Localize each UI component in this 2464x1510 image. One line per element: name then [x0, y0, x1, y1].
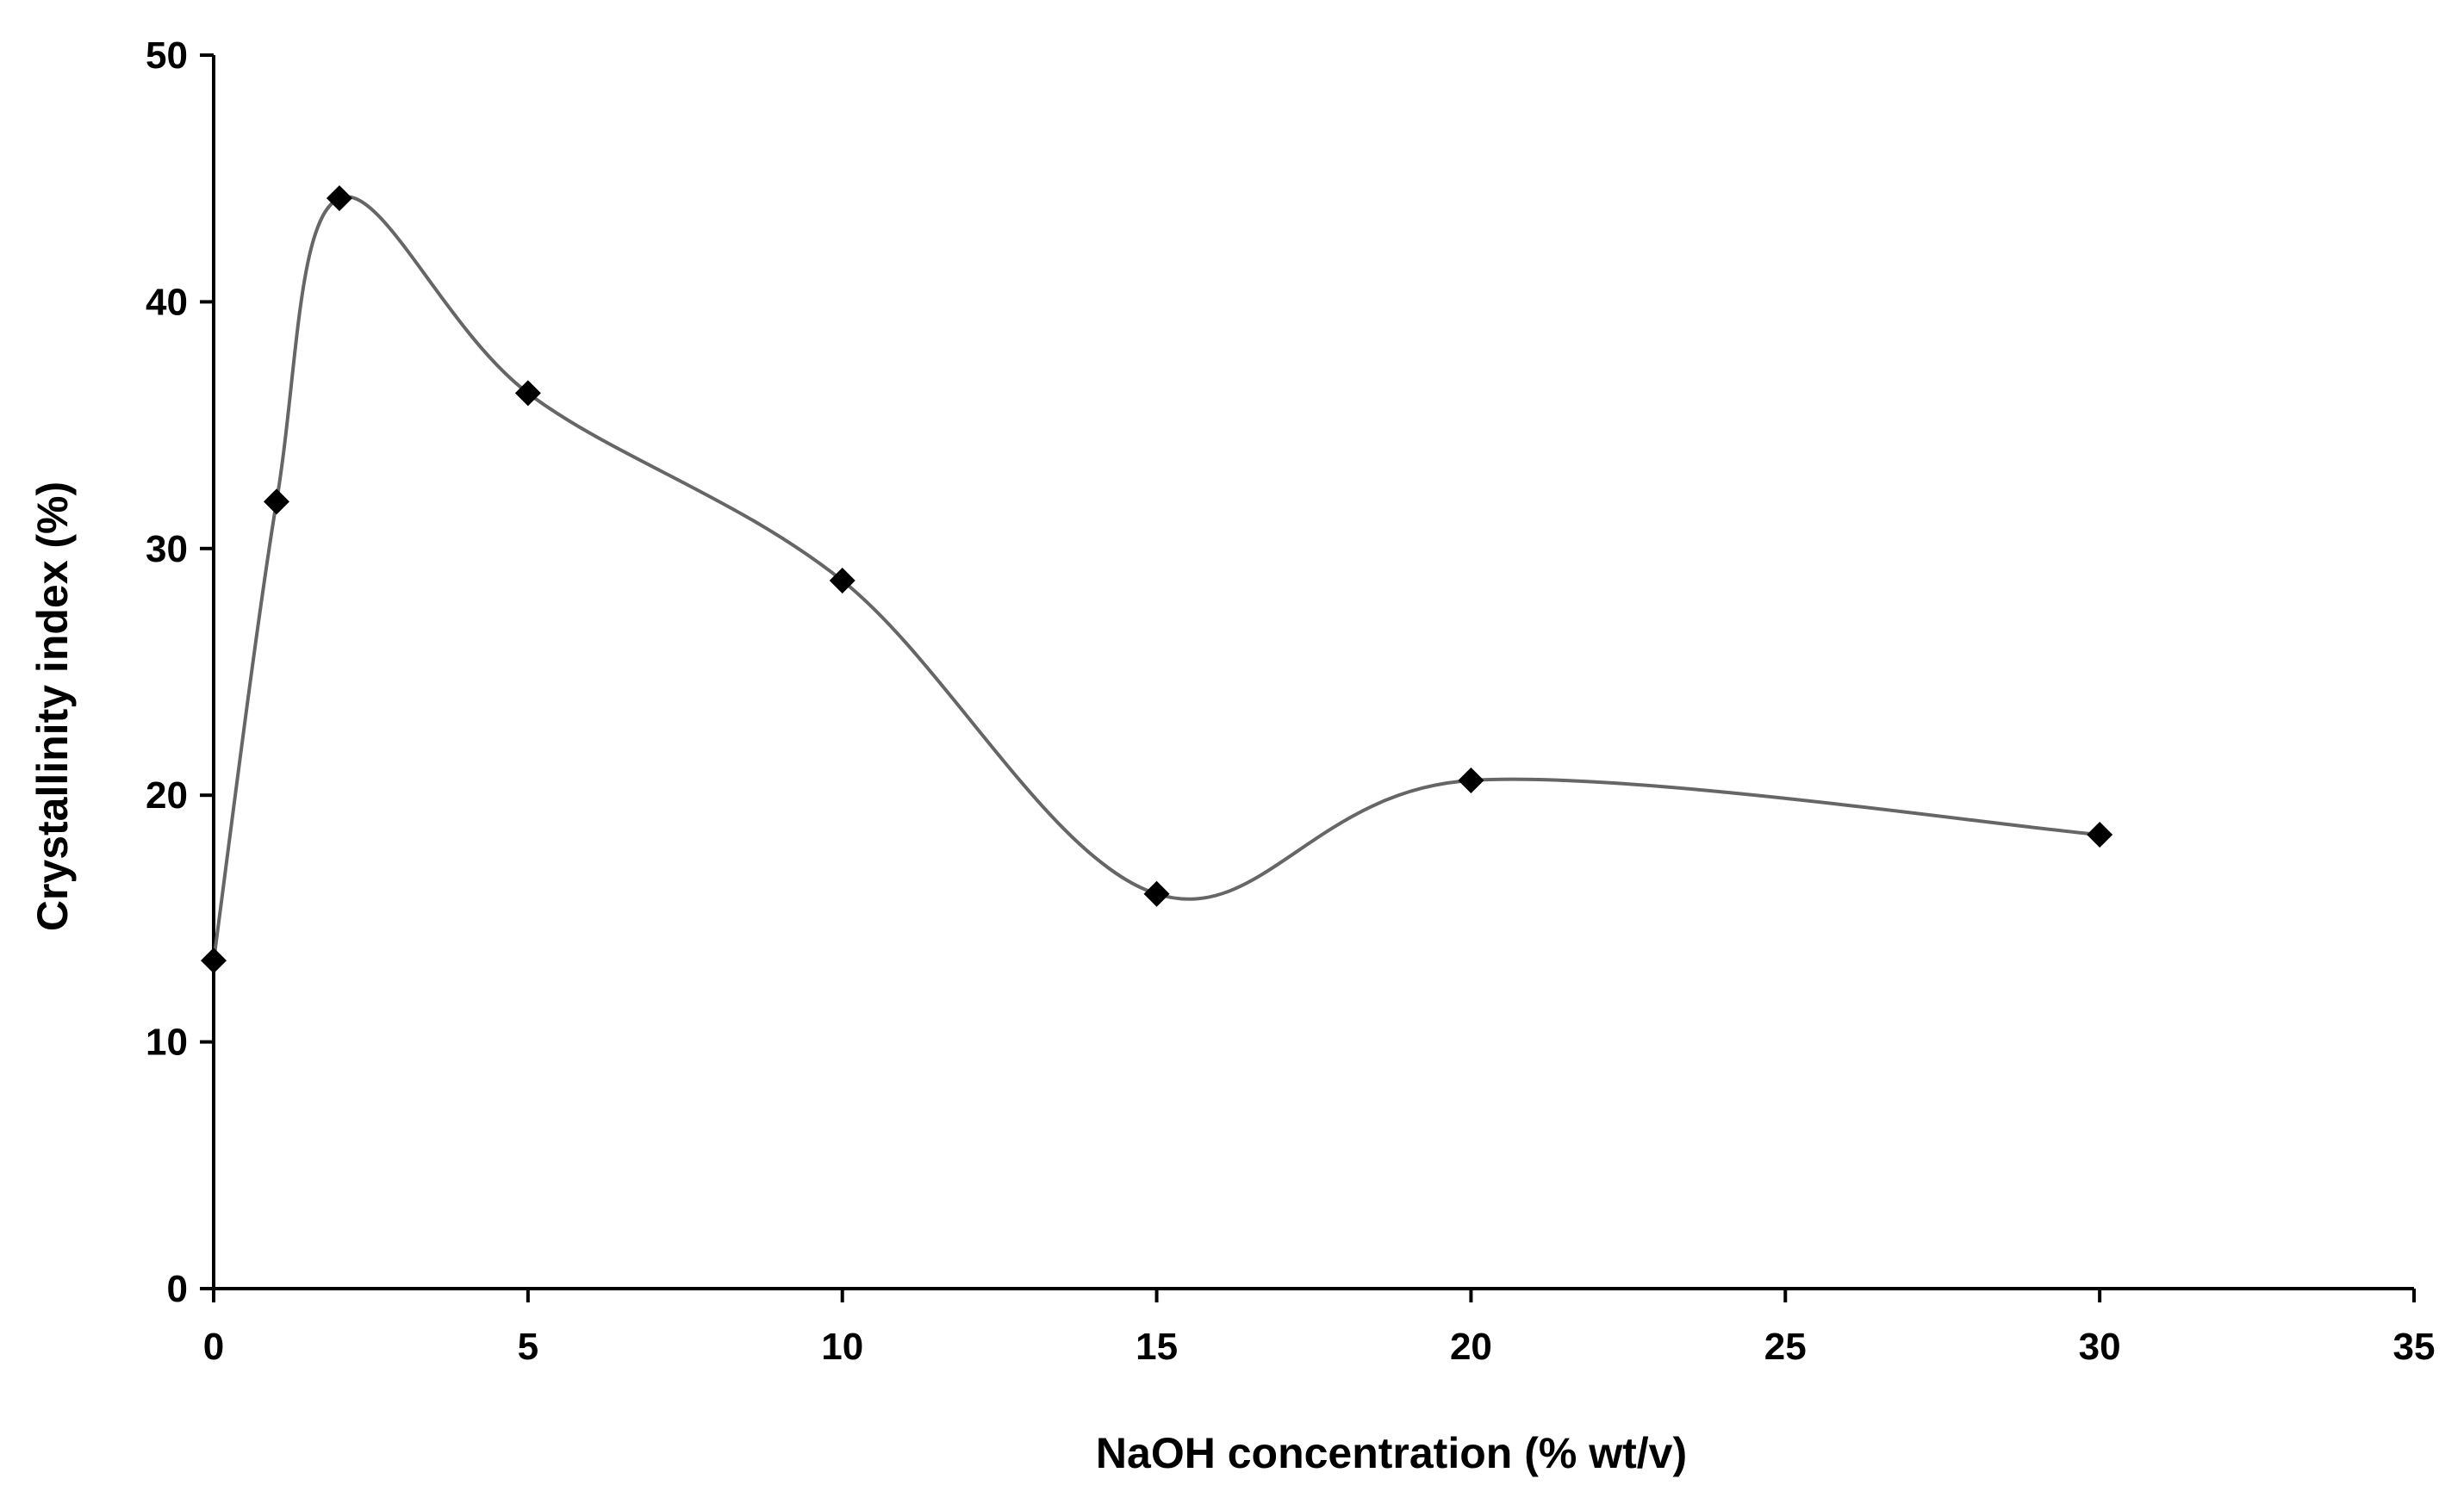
data-point [1144, 881, 1170, 907]
x-tick-label: 30 [2079, 1326, 2121, 1368]
y-tick-label: 40 [146, 281, 188, 323]
y-tick-label: 10 [146, 1022, 188, 1064]
x-tick-label: 35 [2393, 1326, 2436, 1368]
series-line [214, 196, 2100, 960]
data-point [264, 488, 289, 514]
chart: 0 10 20 30 40 50 0 5 10 15 20 25 30 35 NaOH concentra… [0, 0, 2464, 1506]
x-tick-label: 5 [518, 1326, 538, 1368]
x-tick-label: 10 [821, 1326, 863, 1368]
y-tick-label: 0 [167, 1268, 188, 1310]
ticks: 0 10 20 30 40 50 0 5 10 15 20 25 30 35 [146, 34, 2435, 1368]
axes [214, 55, 2414, 1289]
chart-svg: 0 10 20 30 40 50 0 5 10 15 20 25 30 35 NaOH concentra… [0, 0, 2464, 1506]
data-point [2087, 822, 2112, 848]
data-point [1458, 767, 1484, 793]
x-axis-title: NaOH concentration (% wt/v) [1096, 1429, 1687, 1477]
y-axis-title: Crystallinity index (%) [28, 482, 77, 931]
x-tick-label: 20 [1450, 1326, 1492, 1368]
y-tick-label: 30 [146, 528, 188, 570]
series [201, 185, 2112, 973]
y-tick-label: 20 [146, 774, 188, 817]
y-tick-label: 50 [146, 34, 188, 77]
data-point [201, 948, 227, 973]
x-tick-label: 0 [203, 1326, 224, 1368]
x-tick-label: 15 [1136, 1326, 1178, 1368]
x-tick-label: 25 [1764, 1326, 1807, 1368]
